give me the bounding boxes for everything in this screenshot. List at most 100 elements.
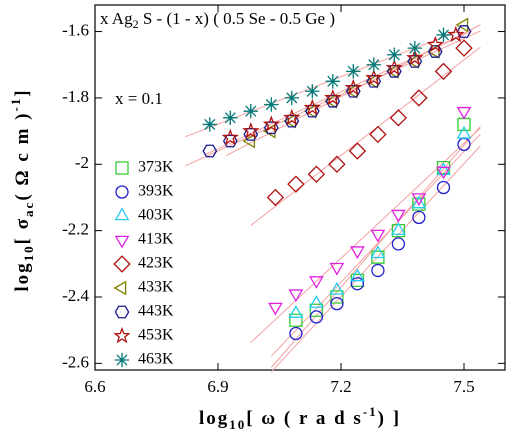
legend-marker	[115, 185, 129, 199]
marker	[346, 64, 361, 79]
marker	[242, 122, 260, 139]
marker	[283, 108, 301, 126]
marker	[324, 88, 342, 106]
legend-label: 453K	[138, 327, 174, 344]
y-tick-label: -2.6	[62, 352, 89, 371]
marker	[330, 296, 344, 311]
annotation: x = 0.1	[115, 89, 163, 108]
marker	[407, 40, 422, 56]
y-tick-label: -2.4	[62, 286, 89, 305]
legend-label: 393K	[138, 183, 174, 200]
marker	[266, 188, 285, 207]
marker	[426, 35, 444, 53]
marker	[268, 302, 283, 316]
marker	[309, 310, 324, 324]
marker	[243, 103, 258, 119]
marker	[350, 246, 365, 260]
marker	[202, 144, 218, 158]
marker	[366, 57, 381, 72]
marker	[457, 137, 471, 152]
fit-line	[270, 145, 481, 373]
marker	[287, 175, 305, 193]
plot-frame	[94, 4, 506, 371]
marker	[455, 17, 469, 33]
marker	[411, 193, 427, 206]
marker	[307, 165, 326, 183]
fit-line	[250, 127, 481, 343]
marker	[288, 305, 304, 318]
marker	[455, 39, 473, 57]
y-tick-label: -2	[75, 153, 89, 172]
legend-label: 433K	[138, 279, 174, 296]
marker	[387, 47, 402, 62]
marker	[436, 166, 451, 180]
marker	[264, 97, 279, 112]
y-axis-label: log10[ σac( Ω c m )-1]	[8, 88, 36, 291]
marker	[391, 222, 406, 235]
marker	[223, 110, 238, 126]
marker	[350, 277, 365, 291]
legend-label: 413K	[138, 231, 174, 248]
legend-marker	[114, 352, 130, 368]
y-tick-label: -2.2	[62, 220, 89, 239]
legend-label: 443K	[138, 303, 174, 320]
x-tick-label: 7.2	[330, 377, 351, 396]
marker	[457, 117, 471, 132]
marker	[309, 295, 324, 308]
marker	[284, 90, 299, 106]
x-axis-label: log10[ ω ( r a d s-1) ]	[199, 404, 401, 432]
chart-title: x Ag2 S - (1 - x) ( 0.5 Se - 0.5 Ge )	[100, 9, 335, 31]
marker	[348, 142, 367, 160]
fit-line	[184, 30, 481, 167]
marker	[344, 78, 362, 96]
marker	[410, 89, 428, 107]
y-tick-label: -1.8	[62, 87, 89, 106]
marker	[289, 326, 303, 341]
legend-marker	[114, 235, 130, 249]
marker	[202, 117, 217, 132]
legend-marker	[113, 326, 131, 344]
marker	[350, 268, 365, 282]
marker	[288, 289, 304, 303]
marker	[434, 62, 453, 81]
marker	[389, 109, 408, 127]
marker	[412, 210, 426, 225]
legend-marker	[115, 161, 129, 175]
marker	[221, 128, 239, 146]
marker	[303, 98, 321, 116]
fit-line	[250, 46, 481, 226]
marker	[436, 27, 451, 43]
legend-label: 463K	[138, 351, 174, 368]
legend-marker	[113, 280, 127, 296]
marker	[391, 237, 406, 251]
legend-marker	[113, 255, 131, 273]
x-tick-label: 6.6	[84, 377, 105, 396]
marker	[371, 263, 385, 278]
fit-line	[270, 133, 481, 357]
marker	[369, 125, 387, 144]
marker	[329, 262, 345, 276]
marker	[365, 68, 383, 86]
marker	[262, 115, 280, 132]
marker	[309, 276, 324, 289]
legend-marker	[114, 305, 130, 319]
marker	[370, 245, 386, 259]
marker	[329, 281, 345, 295]
marker	[391, 209, 406, 223]
x-tick-label: 7.5	[453, 377, 474, 396]
marker	[385, 58, 403, 76]
marker	[328, 155, 346, 173]
marker	[370, 229, 386, 243]
marker	[436, 162, 451, 176]
legend-label: 373K	[138, 159, 174, 176]
marker	[411, 195, 427, 209]
legend-label: 423K	[138, 255, 174, 272]
legend-marker	[114, 207, 130, 221]
marker	[289, 313, 303, 327]
y-tick-label: -1.6	[62, 20, 89, 39]
marker	[447, 25, 465, 43]
marker	[305, 84, 320, 99]
marker	[436, 180, 451, 195]
marker	[456, 125, 472, 139]
